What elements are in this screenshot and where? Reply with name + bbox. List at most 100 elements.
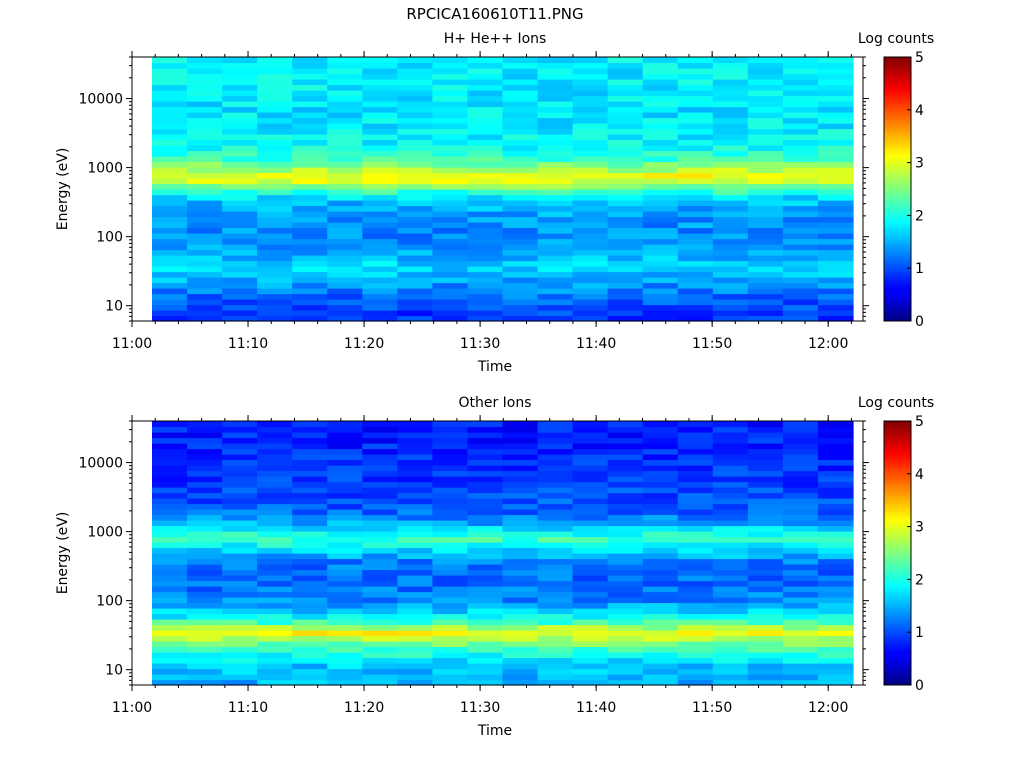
heatmap-cell — [607, 542, 644, 549]
heatmap-cell — [677, 194, 714, 201]
heatmap-cell — [677, 117, 714, 124]
heatmap-cell — [152, 57, 188, 64]
heatmap-cell — [327, 167, 363, 174]
heatmap-cell — [467, 62, 504, 69]
heatmap-cell — [572, 244, 609, 251]
heatmap-cell — [677, 569, 714, 576]
heatmap-cell — [397, 101, 433, 108]
heatmap-cell — [187, 299, 223, 306]
heatmap-cell — [222, 525, 258, 532]
heatmap-cell — [572, 608, 609, 615]
heatmap-cell — [537, 465, 574, 472]
heatmap-cell — [187, 426, 223, 433]
heatmap-cell — [397, 310, 433, 317]
heatmap-cell — [607, 448, 644, 455]
x-tick-label: 11:40 — [576, 700, 616, 716]
heatmap-cell — [292, 668, 328, 675]
heatmap-cell — [397, 421, 433, 428]
heatmap-cell — [292, 553, 328, 560]
heatmap-cell — [502, 249, 539, 256]
heatmap-cell — [152, 498, 188, 505]
heatmap-cell — [152, 509, 188, 516]
heatmap-cell — [292, 503, 328, 510]
heatmap-cell — [747, 150, 784, 157]
heatmap-cell — [362, 663, 398, 670]
heatmap-cell — [432, 459, 469, 466]
heatmap-cell — [222, 315, 258, 322]
heatmap-cell — [537, 624, 574, 631]
heatmap-cell — [152, 315, 188, 322]
heatmap-cell — [467, 145, 504, 152]
heatmap-cell — [467, 200, 504, 207]
heatmap-cell — [397, 211, 433, 218]
heatmap-cell — [607, 260, 644, 267]
heatmap-cell — [222, 679, 258, 686]
heatmap-cell — [222, 630, 258, 637]
heatmap-cell — [187, 553, 223, 560]
heatmap-cell — [817, 249, 854, 256]
heatmap-cell — [467, 101, 504, 108]
heatmap-cell — [152, 443, 188, 450]
heatmap-cell — [537, 641, 574, 648]
heatmap-cell — [432, 112, 469, 119]
heatmap-cell — [327, 134, 363, 141]
heatmap-cell — [747, 635, 784, 642]
heatmap-cell — [642, 553, 679, 560]
heatmap-cell — [572, 62, 609, 69]
heatmap-cell — [607, 591, 644, 598]
heatmap-cell — [187, 503, 223, 510]
heatmap-cell — [187, 172, 223, 179]
heatmap-cell — [712, 668, 749, 675]
heatmap-cell — [712, 112, 749, 119]
heatmap-cell — [607, 145, 644, 152]
heatmap-cell — [502, 172, 539, 179]
heatmap-cell — [292, 597, 328, 604]
heatmap-cell — [362, 624, 398, 631]
heatmap-cell — [397, 525, 433, 532]
heatmap-cell — [222, 167, 258, 174]
heatmap-cell — [817, 586, 854, 593]
heatmap-cell — [152, 613, 188, 620]
heatmap-cell — [677, 613, 714, 620]
heatmap-cell — [397, 117, 433, 124]
heatmap-cell — [712, 509, 749, 516]
heatmap-cell — [817, 315, 854, 322]
heatmap-cell — [502, 293, 539, 300]
heatmap-cell — [397, 608, 433, 615]
heatmap-cell — [572, 304, 609, 311]
heatmap-cell — [712, 266, 749, 273]
heatmap-cell — [572, 194, 609, 201]
heatmap-cell — [607, 167, 644, 174]
heatmap-cell — [677, 443, 714, 450]
heatmap-cell — [362, 454, 398, 461]
heatmap-cell — [257, 520, 293, 527]
heatmap-cell — [817, 608, 854, 615]
heatmap-cell — [502, 635, 539, 642]
heatmap-cell — [397, 553, 433, 560]
heatmap-cell — [677, 310, 714, 317]
heatmap-cell — [432, 525, 469, 532]
heatmap-cell — [782, 586, 819, 593]
heatmap-cell — [747, 580, 784, 587]
heatmap-cell — [222, 498, 258, 505]
heatmap-cell — [817, 68, 854, 75]
heatmap-cell — [432, 492, 469, 499]
heatmap-cell — [432, 558, 469, 565]
x-tick-label: 11:50 — [692, 336, 732, 352]
heatmap-cell — [607, 288, 644, 295]
heatmap-cell — [397, 189, 433, 196]
heatmap-cell — [467, 57, 504, 64]
heatmap-cell — [362, 282, 398, 289]
heatmap-cell — [187, 288, 223, 295]
heatmap-cell — [817, 200, 854, 207]
heatmap-cell — [397, 619, 433, 626]
heatmap-cell — [677, 591, 714, 598]
heatmap-cell — [397, 635, 433, 642]
heatmap-cell — [432, 503, 469, 510]
heatmap-cell — [537, 211, 574, 218]
heatmap-cell — [152, 211, 188, 218]
heatmap-cell — [257, 73, 293, 80]
heatmap-cell — [502, 211, 539, 218]
heatmap-cell — [362, 277, 398, 284]
heatmap-cell — [537, 200, 574, 207]
